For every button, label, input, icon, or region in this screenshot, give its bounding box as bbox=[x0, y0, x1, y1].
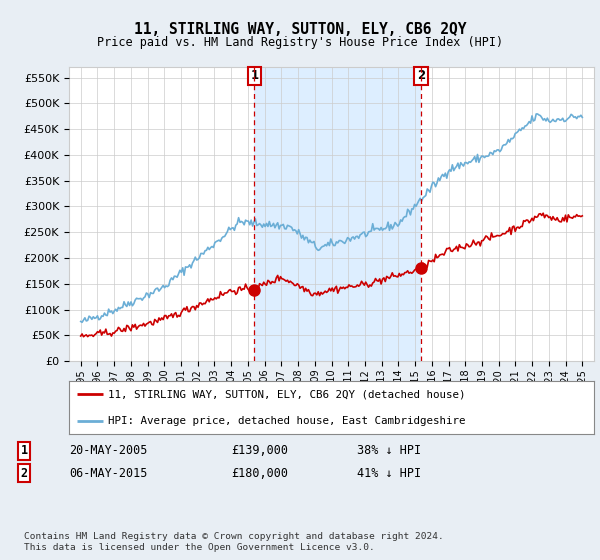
Text: 11, STIRLING WAY, SUTTON, ELY, CB6 2QY: 11, STIRLING WAY, SUTTON, ELY, CB6 2QY bbox=[134, 22, 466, 38]
Bar bbox=[254, 67, 421, 361]
Text: 38% ↓ HPI: 38% ↓ HPI bbox=[357, 444, 421, 458]
Text: 1: 1 bbox=[250, 69, 259, 82]
Text: 06-MAY-2015: 06-MAY-2015 bbox=[69, 466, 148, 480]
Text: Contains HM Land Registry data © Crown copyright and database right 2024.
This d: Contains HM Land Registry data © Crown c… bbox=[24, 532, 444, 552]
Text: 2: 2 bbox=[20, 466, 28, 480]
Text: £139,000: £139,000 bbox=[231, 444, 288, 458]
Text: Price paid vs. HM Land Registry's House Price Index (HPI): Price paid vs. HM Land Registry's House … bbox=[97, 36, 503, 49]
Text: 1: 1 bbox=[20, 444, 28, 458]
Text: £180,000: £180,000 bbox=[231, 466, 288, 480]
Text: 11, STIRLING WAY, SUTTON, ELY, CB6 2QY (detached house): 11, STIRLING WAY, SUTTON, ELY, CB6 2QY (… bbox=[109, 389, 466, 399]
Text: HPI: Average price, detached house, East Cambridgeshire: HPI: Average price, detached house, East… bbox=[109, 416, 466, 426]
Text: 20-MAY-2005: 20-MAY-2005 bbox=[69, 444, 148, 458]
Text: 41% ↓ HPI: 41% ↓ HPI bbox=[357, 466, 421, 480]
Text: 2: 2 bbox=[417, 69, 425, 82]
